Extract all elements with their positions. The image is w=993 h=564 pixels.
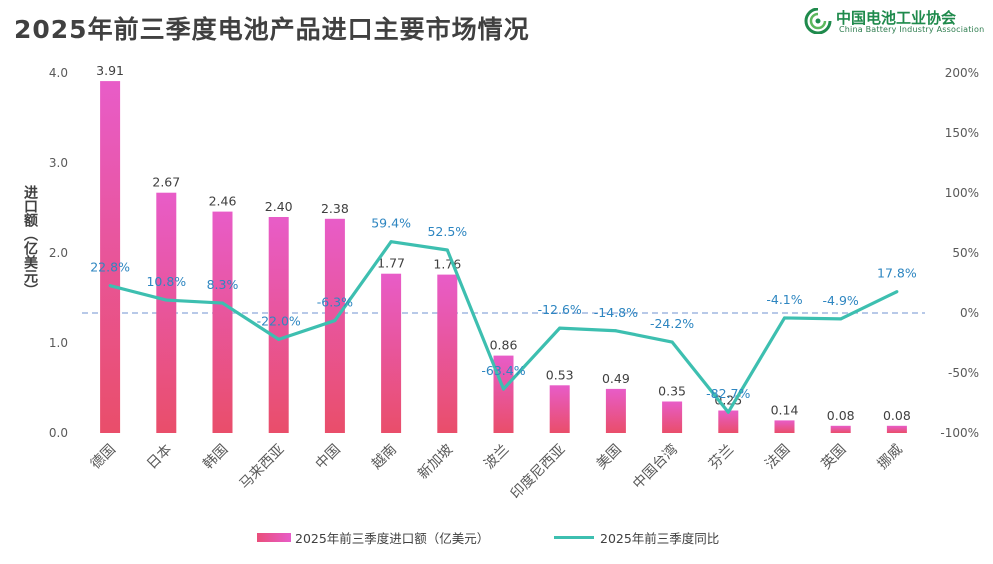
category-label: 挪威 xyxy=(875,442,906,473)
left-tick-label: 3.0 xyxy=(49,156,68,170)
bar-value-label: 2.67 xyxy=(152,175,180,190)
line-value-label: -24.2% xyxy=(650,316,694,331)
category-label: 法国 xyxy=(762,442,793,473)
category-label: 韩国 xyxy=(200,442,231,473)
line-point xyxy=(839,317,842,320)
line-value-label: -12.6% xyxy=(538,302,582,317)
right-tick-label: 200% xyxy=(945,66,979,80)
left-tick-label: 0.0 xyxy=(49,426,68,440)
bar xyxy=(550,385,570,433)
bar-value-label: 0.53 xyxy=(546,367,574,382)
line-point xyxy=(558,327,561,330)
right-tick-label: -100% xyxy=(940,426,979,440)
category-label: 新加坡 xyxy=(415,442,456,483)
y-axis-title: 进口额（亿美元） xyxy=(22,185,39,297)
right-tick-label: -50% xyxy=(948,366,979,380)
legend-bar-swatch xyxy=(257,533,291,542)
bar-value-label: 0.49 xyxy=(602,371,630,386)
line-point xyxy=(221,302,224,305)
category-label: 芬兰 xyxy=(706,442,737,473)
line-value-label: -82.7% xyxy=(706,386,750,401)
line-point xyxy=(109,284,112,287)
line-point xyxy=(671,341,674,344)
right-tick-label: 100% xyxy=(945,186,979,200)
line-value-label: 17.8% xyxy=(877,266,917,281)
bar xyxy=(100,81,120,433)
line-point xyxy=(895,290,898,293)
legend-line-label: 2025年前三季度同比 xyxy=(600,528,719,547)
line-value-label: -4.9% xyxy=(823,293,859,308)
bar xyxy=(775,420,795,433)
bar-value-label: 2.46 xyxy=(209,194,237,209)
line-value-label: 52.5% xyxy=(427,224,467,239)
line-value-label: -63.4% xyxy=(481,363,525,378)
bar xyxy=(718,411,738,434)
bar xyxy=(213,212,233,433)
line-point xyxy=(502,388,505,391)
bar xyxy=(437,275,457,433)
legend-bar-label: 2025年前三季度进口额（亿美元） xyxy=(295,528,489,547)
line-point xyxy=(446,249,449,252)
left-axis: 0.0 1.0 2.0 3.0 4.0 xyxy=(49,66,68,440)
line-point xyxy=(277,338,280,341)
category-label: 中国台湾 xyxy=(629,441,681,493)
bar-line-chart: 0.0 1.0 2.0 3.0 4.0 -100% -50% 0% 50% 100% 150% 20… xyxy=(0,0,993,564)
line-point xyxy=(165,299,168,302)
category-label: 波兰 xyxy=(481,442,512,473)
bar-value-label: 3.91 xyxy=(96,63,124,78)
legend: 2025年前三季度进口额（亿美元） 2025年前三季度同比 xyxy=(0,528,993,548)
line-value-label: 59.4% xyxy=(371,216,411,231)
line-point xyxy=(390,240,393,243)
bar xyxy=(325,219,345,433)
bar-value-label: 2.38 xyxy=(321,201,349,216)
bar-value-label: 0.08 xyxy=(883,408,911,423)
bar-value-label: 2.40 xyxy=(265,199,293,214)
line-value-label: -14.8% xyxy=(594,305,638,320)
bar-value-label: 0.08 xyxy=(827,408,855,423)
category-label: 日本 xyxy=(144,442,175,473)
right-tick-label: 50% xyxy=(952,246,979,260)
legend-item-bar: 2025年前三季度进口额（亿美元） xyxy=(257,528,489,547)
legend-item-line: 2025年前三季度同比 xyxy=(554,528,719,547)
right-tick-label: 150% xyxy=(945,126,979,140)
bar xyxy=(156,193,176,433)
bar xyxy=(606,389,626,433)
line-value-label: -4.1% xyxy=(766,292,802,307)
bar-value-label: 0.14 xyxy=(771,402,799,417)
category-label: 印度尼西亚 xyxy=(508,442,569,503)
bar-series xyxy=(100,81,907,433)
category-label: 美国 xyxy=(594,442,625,473)
left-tick-label: 1.0 xyxy=(49,336,68,350)
right-axis: -100% -50% 0% 50% 100% 150% 200% xyxy=(940,66,979,440)
line-value-label: 22.8% xyxy=(90,260,130,275)
line-value-label: -6.3% xyxy=(317,295,353,310)
legend-line-swatch xyxy=(554,536,594,539)
left-tick-label: 2.0 xyxy=(49,246,68,260)
category-label: 英国 xyxy=(818,441,850,473)
category-label: 中国 xyxy=(313,442,344,473)
category-label: 德国 xyxy=(88,442,119,473)
right-tick-label: 0% xyxy=(960,306,979,320)
bar xyxy=(381,274,401,433)
bar-value-label: 1.76 xyxy=(433,257,461,272)
line-point xyxy=(727,411,730,414)
bar xyxy=(662,402,682,434)
line-value-label: 8.3% xyxy=(207,277,239,292)
category-label: 越南 xyxy=(369,442,400,473)
left-tick-label: 4.0 xyxy=(49,66,68,80)
line-value-label: 10.8% xyxy=(146,274,186,289)
line-value-label: -22.0% xyxy=(257,313,301,328)
line-point xyxy=(614,329,617,332)
bar xyxy=(831,426,851,433)
line-point xyxy=(333,319,336,322)
category-label: 马来西亚 xyxy=(237,442,288,493)
bar xyxy=(887,426,907,433)
bar-value-label: 0.35 xyxy=(658,384,686,399)
line-point xyxy=(783,316,786,319)
bar-value-label: 0.86 xyxy=(490,338,518,353)
